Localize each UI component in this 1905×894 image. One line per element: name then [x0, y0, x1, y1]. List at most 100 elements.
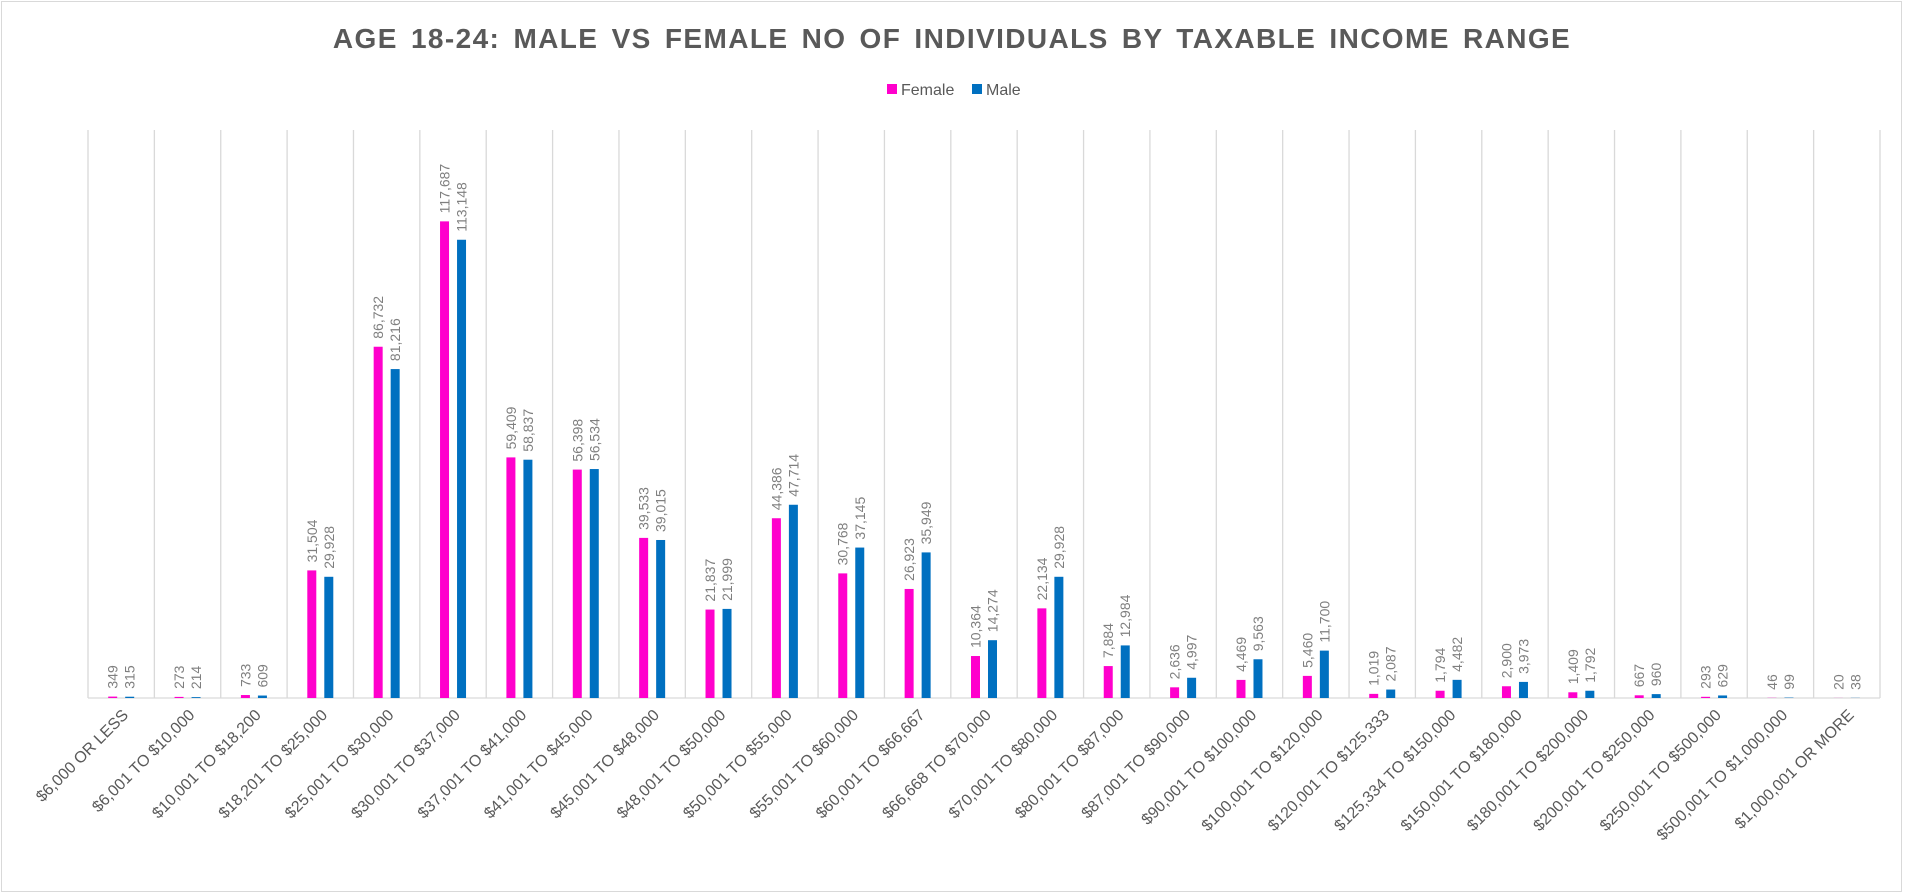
- value-label-male: 99: [1781, 674, 1797, 690]
- bar-male: [257, 695, 267, 698]
- bar-female: [1170, 687, 1180, 698]
- x-tick-label: $66,668 TO $70,000: [879, 707, 994, 822]
- bar-female: [240, 695, 250, 698]
- value-label-male: 56,534: [586, 418, 602, 461]
- bar-female: [1103, 666, 1113, 698]
- bar-female: [1568, 692, 1578, 698]
- value-label-male: 214: [188, 666, 204, 690]
- chart-title: AGE 18-24: MALE VS FEMALE NO OF INDIVIDU…: [333, 23, 1571, 54]
- bar-male: [722, 608, 732, 698]
- bars: [108, 221, 1860, 698]
- value-label-female: 1,409: [1565, 649, 1581, 684]
- value-label-male: 9,563: [1250, 616, 1266, 651]
- value-label-female: 349: [105, 665, 121, 689]
- bar-male: [1386, 689, 1396, 698]
- value-label-male: 21,999: [719, 558, 735, 601]
- value-label-male: 12,984: [1117, 594, 1133, 637]
- x-tick-label: $50,001 TO $55,000: [680, 707, 795, 822]
- value-label-male: 58,837: [520, 409, 536, 452]
- bar-male: [1054, 576, 1064, 698]
- x-tick-label: $70,001 TO $80,000: [946, 707, 1061, 822]
- bar-male: [1253, 659, 1263, 698]
- value-label-female: 30,768: [835, 522, 851, 565]
- value-label-male: 2,087: [1383, 646, 1399, 681]
- value-label-male: 47,714: [785, 454, 801, 497]
- x-tick-label: $500,001 TO $1,000,000: [1654, 707, 1791, 844]
- value-label-female: 293: [1698, 665, 1714, 689]
- bar-male: [988, 640, 997, 698]
- x-tick-label: $18,201 TO $25,000: [216, 707, 331, 822]
- value-label-female: 26,923: [901, 538, 917, 581]
- value-label-female: 21,837: [702, 559, 718, 602]
- value-label-female: 86,732: [370, 296, 386, 339]
- x-tick-label: $125,334 TO $150,000: [1331, 707, 1459, 835]
- legend-label-male: Male: [986, 82, 1021, 99]
- x-tick-label: $48,001 TO $50,000: [614, 707, 729, 822]
- value-label-male: 4,997: [1184, 635, 1200, 670]
- value-label-female: 39,533: [636, 487, 652, 530]
- value-label-female: 733: [237, 663, 253, 687]
- legend-swatch-male: [972, 84, 982, 94]
- value-label-female: 2,636: [1167, 644, 1183, 679]
- value-label-male: 609: [254, 664, 270, 688]
- bar-male: [1518, 681, 1528, 698]
- x-tick-label: $100,001 TO $120,000: [1199, 707, 1327, 835]
- value-label-male: 29,928: [1051, 526, 1067, 569]
- x-tick-label: $80,001 TO $87,000: [1012, 707, 1127, 822]
- value-label-male: 960: [1648, 663, 1664, 687]
- bar-female: [705, 609, 715, 698]
- bar-female: [771, 518, 781, 698]
- bar-male: [788, 504, 798, 698]
- x-tick-label: $90,001 TO $100,000: [1139, 707, 1261, 829]
- x-tick-label: $60,001 TO $66,667: [813, 707, 928, 822]
- value-label-male: 113,148: [454, 182, 470, 232]
- category-labels: $6,000 OR LESS$6,001 TO $10,000$10,001 T…: [33, 707, 1857, 844]
- x-tick-label: $41,001 TO $45,000: [481, 707, 596, 822]
- value-label-female: 59,409: [503, 406, 519, 449]
- x-tick-label: $250,001 TO $500,000: [1597, 707, 1725, 835]
- bar-male: [656, 539, 666, 698]
- bar-male: [1651, 694, 1661, 698]
- value-label-female: 22,134: [1034, 557, 1050, 600]
- bar-female: [1501, 686, 1511, 698]
- value-label-female: 46: [1764, 674, 1780, 690]
- value-label-female: 5,460: [1299, 633, 1315, 668]
- value-label-male: 315: [122, 665, 138, 689]
- bar-male: [1585, 690, 1595, 698]
- value-label-male: 38: [1847, 674, 1863, 690]
- bar-female: [904, 588, 914, 698]
- bar-female: [1369, 693, 1379, 698]
- bar-male: [1452, 679, 1462, 698]
- value-label-female: 56,398: [569, 419, 585, 462]
- value-label-male: 14,274: [985, 589, 1001, 632]
- value-label-female: 10,364: [968, 605, 984, 648]
- bar-female: [1634, 695, 1644, 698]
- value-label-female: 1,794: [1432, 647, 1448, 682]
- bar-female: [1435, 690, 1445, 698]
- x-tick-label: $87,001 TO $90,000: [1079, 707, 1194, 822]
- value-label-male: 629: [1715, 664, 1731, 688]
- value-label-male: 4,482: [1449, 637, 1465, 672]
- bar-female: [1302, 675, 1312, 698]
- bar-female: [1037, 608, 1047, 698]
- bar-male: [1319, 650, 1329, 698]
- bar-male: [589, 469, 599, 698]
- bar-female: [307, 570, 317, 698]
- value-label-male: 29,928: [321, 526, 337, 569]
- bar-male: [390, 369, 400, 698]
- bar-male: [191, 697, 201, 698]
- value-label-female: 44,386: [768, 467, 784, 510]
- value-label-male: 39,015: [653, 489, 669, 532]
- x-tick-label: $55,001 TO $60,000: [747, 707, 862, 822]
- x-tick-label: $180,001 TO $200,000: [1464, 707, 1592, 835]
- x-tick-label: $30,001 TO $37,000: [348, 707, 463, 822]
- bar-female: [1236, 679, 1246, 698]
- bar-male: [523, 459, 533, 698]
- bar-female: [108, 696, 118, 698]
- bar-male: [457, 239, 467, 698]
- value-label-male: 11,700: [1316, 601, 1332, 643]
- value-label-female: 31,504: [304, 519, 320, 562]
- value-label-female: 273: [171, 665, 187, 689]
